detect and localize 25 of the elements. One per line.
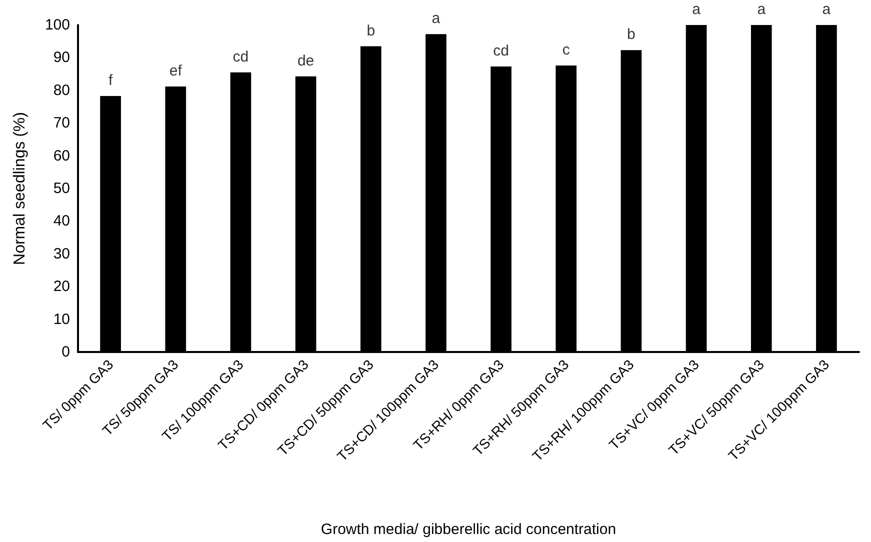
annotation: ef [169, 62, 183, 80]
y-tick-label: 50 [53, 180, 70, 197]
annotation: a [822, 1, 832, 18]
y-tick-label: 90 [53, 49, 70, 66]
y-tick-label: 60 [53, 147, 70, 164]
annotation: a [432, 10, 441, 28]
x-axis-title: Growth media/ gibberellic acid concentration [320, 521, 616, 538]
y-tick-label: 0 [62, 344, 70, 360]
y-tick-label: 80 [53, 82, 70, 99]
y-tick-label: 70 [53, 114, 70, 132]
y-tick-label: 30 [53, 245, 70, 262]
y-tick-label: 10 [53, 310, 70, 328]
annotation: c [562, 42, 570, 59]
annotation: de [297, 52, 314, 70]
annotation: cd [493, 42, 509, 60]
y-tick-label: 100 [44, 16, 70, 34]
y-tick-label: 40 [53, 212, 70, 230]
y-axis-title: Normal seedlings (%) [12, 112, 28, 265]
y-tick-label: 20 [53, 278, 70, 296]
annotation: a [692, 1, 702, 18]
annotation: b [366, 22, 376, 40]
annotation: cd [232, 48, 249, 66]
annotation: f [108, 72, 114, 89]
annotation: b [627, 26, 636, 44]
annotation: a [757, 1, 766, 18]
